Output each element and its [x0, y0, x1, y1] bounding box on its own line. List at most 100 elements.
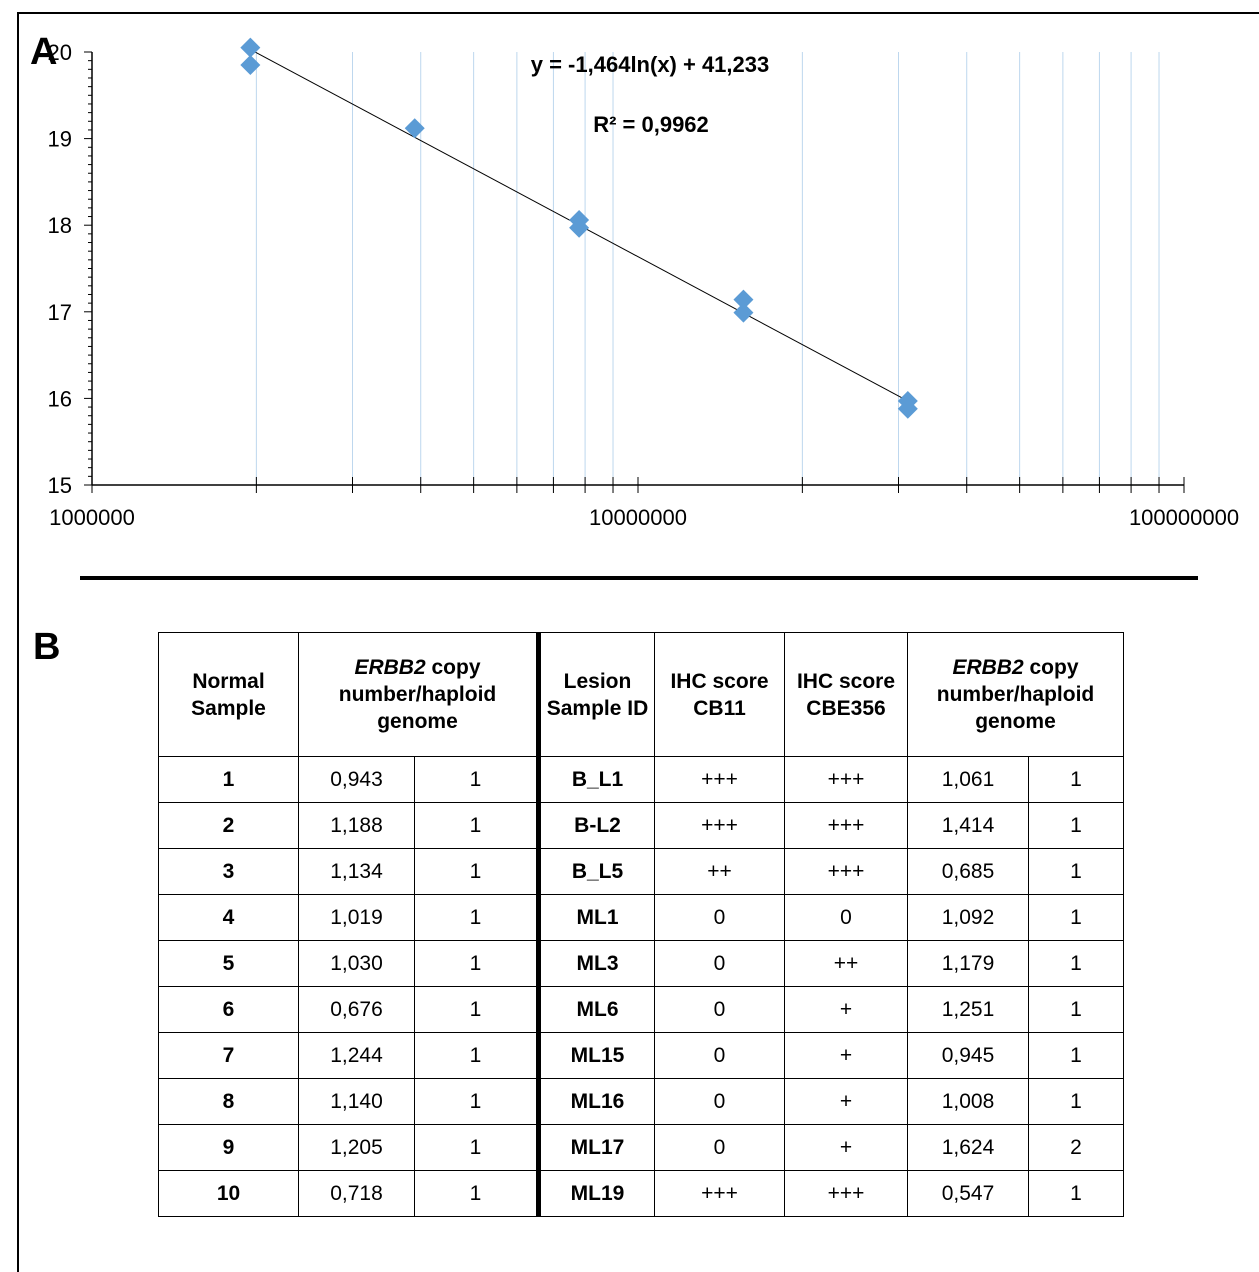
- normal-sample-cell: 8: [158, 1078, 299, 1125]
- copy-number-table: Normal Sample ERBB2 copy number/haploid …: [158, 632, 1124, 1217]
- data-point: [897, 398, 918, 419]
- lesion-id-cell: ML15: [538, 1032, 655, 1079]
- lesion-copy-value-cell: 1,061: [907, 756, 1029, 803]
- ihc-cb11-cell: 0: [654, 1124, 785, 1171]
- header-normal-copy-number: ERBB2 copy number/haploid genome: [298, 632, 541, 757]
- ihc-cbe356-cell: ++: [784, 940, 908, 987]
- lesion-copy-value-cell: 0,685: [907, 848, 1029, 895]
- ihc-cb11-cell: +++: [654, 802, 785, 849]
- ihc-cbe356-cell: +: [784, 1032, 908, 1079]
- lesion-copy-rounded-cell: 1: [1028, 848, 1124, 895]
- lesion-copy-rounded-cell: 1: [1028, 756, 1124, 803]
- table-row: 6 0,676 1 ML6 0 +1,251 1: [158, 986, 1124, 1033]
- normal-copy-value-cell: 1,244: [298, 1032, 415, 1079]
- normal-sample-cell: 1: [158, 756, 299, 803]
- ihc-cbe356-cell: +++: [784, 802, 908, 849]
- header-ihc-cb11: IHC score CB11: [654, 632, 785, 757]
- normal-sample-cell: 6: [158, 986, 299, 1033]
- normal-copy-value-cell: 1,140: [298, 1078, 415, 1125]
- chart-points: [240, 37, 918, 419]
- data-point: [569, 217, 590, 238]
- ihc-cb11-cell: 0: [654, 986, 785, 1033]
- y-tick-label: 20: [48, 40, 72, 65]
- table-row: 4 1,019 1 ML1 0 0 1,092 1: [158, 894, 1124, 941]
- figure-frame: [17, 12, 1259, 1272]
- y-tick-label: 16: [48, 386, 72, 411]
- ihc-cbe356-cell: +++: [784, 848, 908, 895]
- normal-sample-cell: 10: [158, 1170, 299, 1217]
- lesion-id-cell: ML19: [538, 1170, 655, 1217]
- normal-sample-cell: 5: [158, 940, 299, 987]
- table-row: 1 0,943 1 B_L1 +++ +++ 1,061 1: [158, 756, 1124, 803]
- ihc-cb11-cell: +++: [654, 1170, 785, 1217]
- lesion-copy-rounded-cell: 1: [1028, 802, 1124, 849]
- ihc-cbe356-cell: 0: [784, 894, 908, 941]
- ihc-cbe356-cell: +++: [784, 1170, 908, 1217]
- y-tick-label: 17: [48, 300, 72, 325]
- calibration-chart: 15 16 17 18 19 20 1000000 10000000 100000000 y =…: [48, 37, 1240, 530]
- x-tick-label: 10000000: [589, 505, 687, 530]
- lesion-copy-rounded-cell: 1: [1028, 1032, 1124, 1079]
- section-divider: [80, 576, 1198, 580]
- ihc-cb11-cell: +++: [654, 756, 785, 803]
- normal-sample-cell: 4: [158, 894, 299, 941]
- lesion-copy-value-cell: 1,092: [907, 894, 1029, 941]
- x-tick-label: 1000000: [49, 505, 135, 530]
- normal-copy-value-cell: 0,943: [298, 756, 415, 803]
- data-point: [240, 37, 261, 58]
- table-row: 8 1,140 1 ML16 0 +1,008 1: [158, 1078, 1124, 1125]
- ihc-cb11-cell: 0: [654, 1078, 785, 1125]
- normal-copy-rounded-cell: 1: [414, 848, 541, 895]
- ihc-cbe356-cell: +: [784, 1078, 908, 1125]
- normal-copy-rounded-cell: 1: [414, 894, 541, 941]
- lesion-copy-rounded-cell: 1: [1028, 1170, 1124, 1217]
- normal-copy-value-cell: 1,188: [298, 802, 415, 849]
- lesion-copy-value-cell: 1,624: [907, 1124, 1029, 1171]
- ihc-cbe356-cell: +++: [784, 756, 908, 803]
- panel-label-b: B: [33, 626, 61, 668]
- header-normal-sample: Normal Sample: [158, 632, 299, 757]
- lesion-copy-rounded-cell: 1: [1028, 940, 1124, 987]
- lesion-copy-rounded-cell: 1: [1028, 986, 1124, 1033]
- ihc-cb11-cell: ++: [654, 848, 785, 895]
- chart-axes: 15 16 17 18 19 20 1000000 10000000 100000000: [48, 40, 1240, 530]
- lesion-id-cell: ML17: [538, 1124, 655, 1171]
- header-lesion-id: Lesion Sample ID: [538, 632, 655, 757]
- table-row: 5 1,030 1 ML3 0 ++ 1,179 1: [158, 940, 1124, 987]
- lesion-copy-value-cell: 1,251: [907, 986, 1029, 1033]
- normal-sample-cell: 2: [158, 802, 299, 849]
- table-row: 2 1,188 1 B-L2 +++ +++ 1,414 1: [158, 802, 1124, 849]
- normal-copy-rounded-cell: 1: [414, 986, 541, 1033]
- ihc-cb11-cell: 0: [654, 1032, 785, 1079]
- data-point: [240, 54, 261, 75]
- normal-copy-rounded-cell: 1: [414, 1170, 541, 1217]
- lesion-copy-value-cell: 1,008: [907, 1078, 1029, 1125]
- normal-copy-rounded-cell: 1: [414, 1032, 541, 1079]
- table-header-row: Normal Sample ERBB2 copy number/haploid …: [158, 632, 1124, 757]
- table-row: 3 1,134 1 B_L5 ++ +++ 0,685 1: [158, 848, 1124, 895]
- table-row: 7 1,244 1 ML15 0 +0,945 1: [158, 1032, 1124, 1079]
- normal-copy-rounded-cell: 1: [414, 940, 541, 987]
- normal-copy-rounded-cell: 1: [414, 1124, 541, 1171]
- lesion-id-cell: B_L5: [538, 848, 655, 895]
- normal-copy-rounded-cell: 1: [414, 802, 541, 849]
- lesion-copy-rounded-cell: 1: [1028, 894, 1124, 941]
- trendline-equation: y = -1,464ln(x) + 41,233: [531, 52, 770, 77]
- normal-copy-value-cell: 1,134: [298, 848, 415, 895]
- data-point: [733, 289, 754, 310]
- lesion-id-cell: ML16: [538, 1078, 655, 1125]
- panel-label-a: A: [30, 31, 58, 73]
- normal-copy-rounded-cell: 1: [414, 1078, 541, 1125]
- y-tick-label: 15: [48, 473, 72, 498]
- normal-copy-value-cell: 0,676: [298, 986, 415, 1033]
- y-tick-label: 18: [48, 213, 72, 238]
- normal-sample-cell: 9: [158, 1124, 299, 1171]
- lesion-id-cell: B_L1: [538, 756, 655, 803]
- lesion-copy-value-cell: 1,414: [907, 802, 1029, 849]
- lesion-copy-rounded-cell: 2: [1028, 1124, 1124, 1171]
- lesion-copy-value-cell: 1,179: [907, 940, 1029, 987]
- table-row: 10 0,718 1 ML19 +++ +++ 0,547 1: [158, 1170, 1124, 1217]
- normal-copy-value-cell: 1,030: [298, 940, 415, 987]
- header-lesion-copy-number: ERBB2 copy number/haploid genome: [907, 632, 1124, 757]
- normal-sample-cell: 3: [158, 848, 299, 895]
